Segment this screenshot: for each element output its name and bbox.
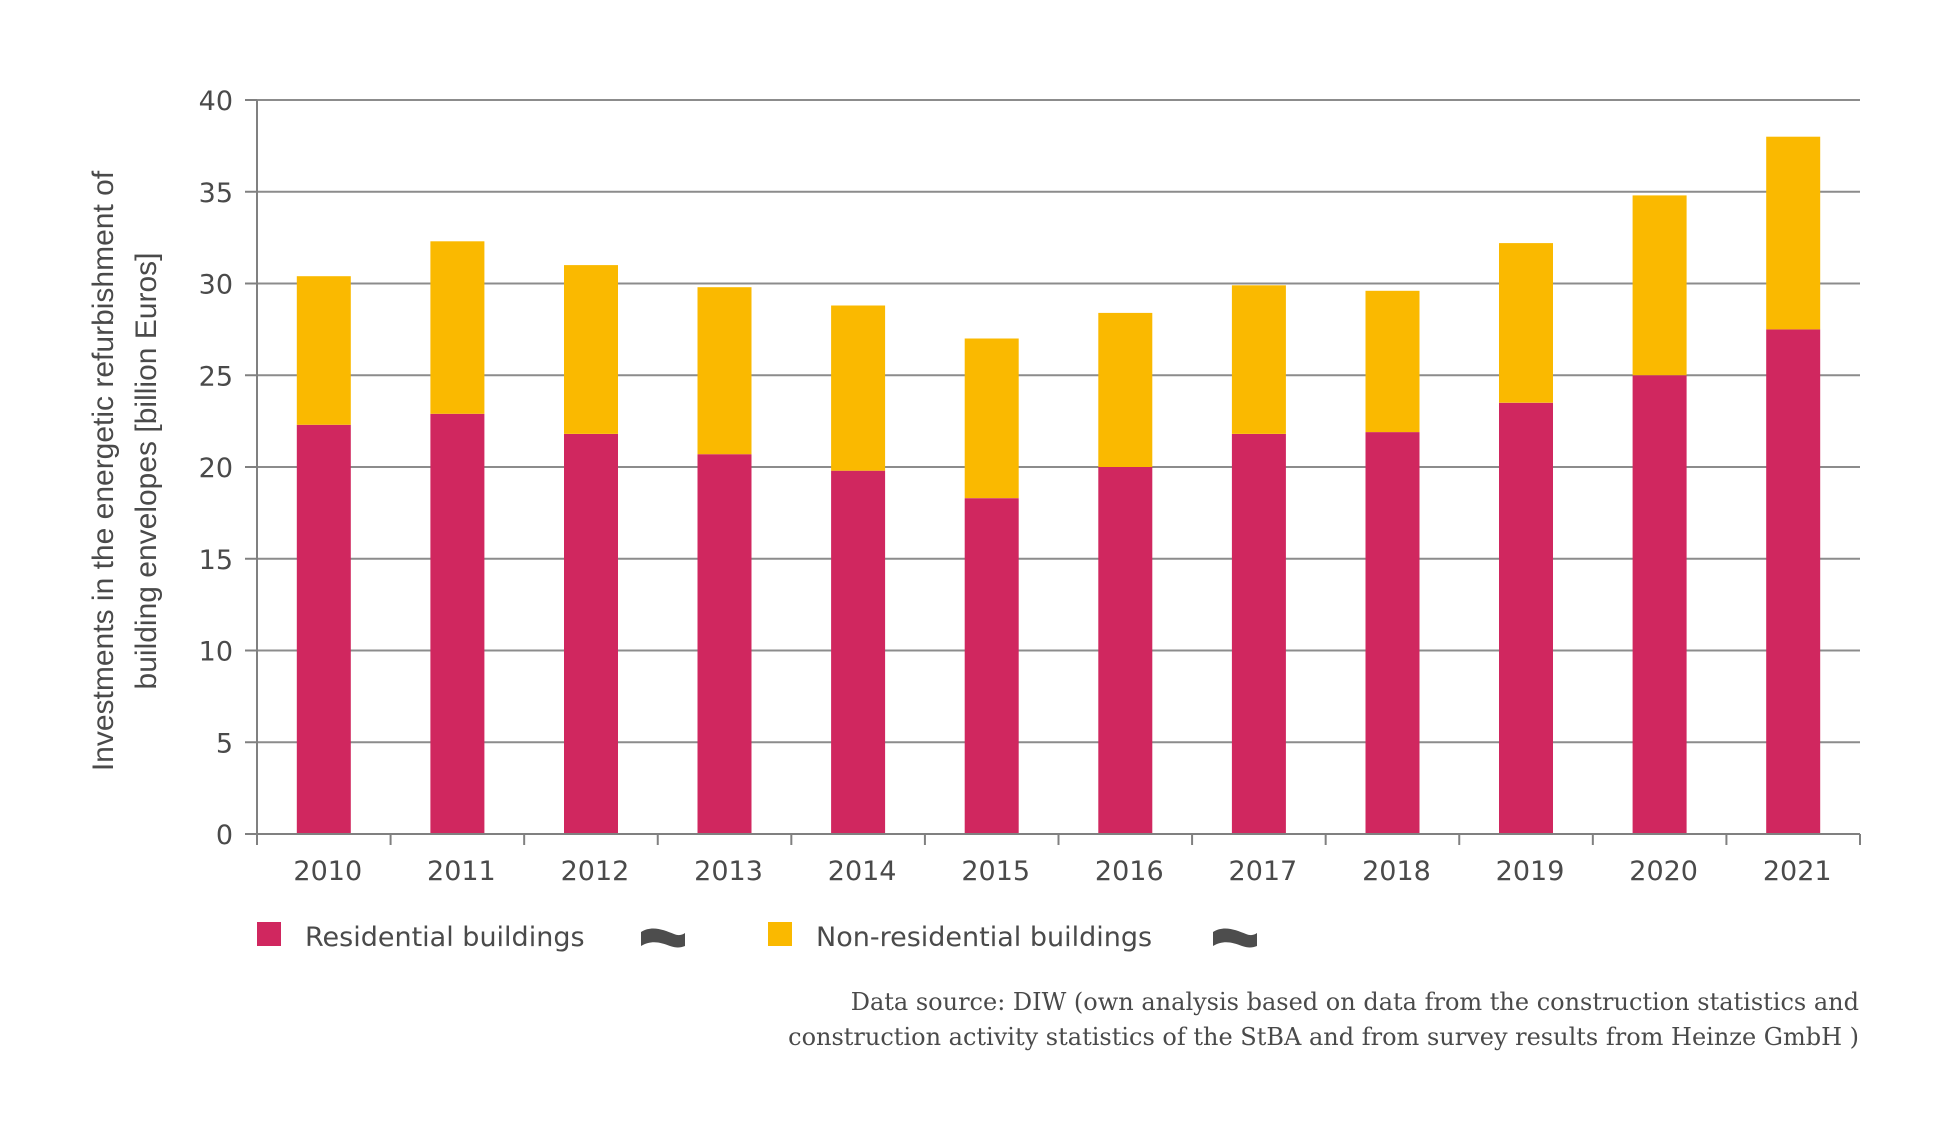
bar-stack-2020 xyxy=(1632,195,1687,835)
x-tick-label: 2010 xyxy=(293,856,362,887)
bar-residential xyxy=(430,413,485,834)
x-tick-label: 2012 xyxy=(561,856,630,887)
y-tick-label: 15 xyxy=(199,545,233,576)
x-tick-label: 2019 xyxy=(1496,856,1565,887)
y-axis-title-line-1: Investments in the energetic refurbishme… xyxy=(87,170,120,771)
y-tick-label: 5 xyxy=(216,728,233,759)
data-source-note: Data source: DIW (own analysis based on … xyxy=(788,988,1859,1051)
bar-non-residential xyxy=(1098,312,1153,467)
bar-residential xyxy=(964,498,1019,834)
legend-swatch-non-residential xyxy=(768,922,792,946)
bar-stack-2015 xyxy=(964,338,1019,834)
bar-non-residential xyxy=(296,276,351,425)
bar-stack-2011 xyxy=(430,241,485,834)
x-tick-label: 2011 xyxy=(427,856,496,887)
bar-stack-2019 xyxy=(1499,243,1553,834)
bar-non-residential xyxy=(430,241,485,414)
wave-icon xyxy=(641,928,685,948)
data-source-line-2: construction activity statistics of the … xyxy=(788,1023,1859,1051)
bar-residential xyxy=(296,424,351,834)
x-axis-ticks: 2010 2011 2012 2013 2014 2015 2016 2017 2018 2019… xyxy=(256,834,1861,887)
bar-residential xyxy=(1365,432,1420,834)
y-tick-label: 30 xyxy=(199,270,233,301)
bar-non-residential xyxy=(964,338,1019,499)
bar-non-residential xyxy=(1766,136,1821,330)
x-tick-label: 2016 xyxy=(1095,856,1164,887)
bar-stack-2016 xyxy=(1098,312,1153,834)
bar-non-residential xyxy=(1632,195,1687,376)
y-tick-label: 35 xyxy=(199,178,233,209)
bar-non-residential xyxy=(1499,243,1553,403)
legend-item-non-residential: Non-residential buildings xyxy=(768,922,1257,953)
bars xyxy=(296,136,1821,835)
bar-non-residential xyxy=(1365,290,1420,433)
gridlines xyxy=(257,99,1860,744)
y-axis-title: Investments in the energetic refurbishme… xyxy=(87,170,163,771)
y-axis-title-line-2: building envelopes [billion Euros] xyxy=(130,253,163,690)
legend-label-non-residential: Non-residential buildings xyxy=(816,922,1152,953)
x-tick-label: 2018 xyxy=(1362,856,1431,887)
y-tick-label: 40 xyxy=(199,86,233,117)
bar-non-residential xyxy=(697,287,752,455)
bar-stack-2018 xyxy=(1365,290,1420,834)
bar-stack-2017 xyxy=(1231,285,1286,834)
y-axis-ticks: 0 5 10 15 20 25 30 35 40 xyxy=(199,86,257,851)
x-tick-label: 2013 xyxy=(694,856,763,887)
x-tick-label: 2014 xyxy=(828,856,897,887)
x-tick-label: 2015 xyxy=(961,856,1030,887)
legend-label-residential: Residential buildings xyxy=(305,922,585,953)
bar-residential xyxy=(1098,467,1153,834)
y-tick-label: 25 xyxy=(199,361,233,392)
bar-residential xyxy=(1499,402,1553,834)
x-tick-label: 2020 xyxy=(1629,856,1698,887)
x-tick-label: 2017 xyxy=(1229,856,1298,887)
bar-non-residential xyxy=(1231,285,1286,434)
legend-swatch-residential xyxy=(257,922,281,946)
bar-residential xyxy=(831,470,886,834)
wave-icon xyxy=(1213,928,1257,948)
y-tick-label: 0 xyxy=(216,820,233,851)
y-tick-label: 10 xyxy=(199,637,233,668)
legend-item-residential: Residential buildings xyxy=(257,922,685,953)
axes xyxy=(245,100,1860,845)
bar-stack-2014 xyxy=(831,305,886,834)
bar-residential xyxy=(564,434,618,834)
bar-stack-2012 xyxy=(564,265,618,834)
bar-non-residential xyxy=(831,305,886,471)
bar-residential xyxy=(1231,434,1286,834)
data-source-line-1: Data source: DIW (own analysis based on … xyxy=(851,988,1859,1016)
y-tick-label: 20 xyxy=(199,453,233,484)
legend: Residential buildings Non-residential bu… xyxy=(257,922,1257,953)
bar-stack-2013 xyxy=(697,287,752,834)
bar-residential xyxy=(1632,375,1687,835)
bar-stack-2010 xyxy=(296,276,351,834)
bar-residential xyxy=(1766,329,1821,834)
bar-residential xyxy=(697,454,752,834)
x-tick-label: 2021 xyxy=(1763,856,1832,887)
bar-non-residential xyxy=(564,265,618,434)
bar-stack-2021 xyxy=(1766,136,1821,834)
